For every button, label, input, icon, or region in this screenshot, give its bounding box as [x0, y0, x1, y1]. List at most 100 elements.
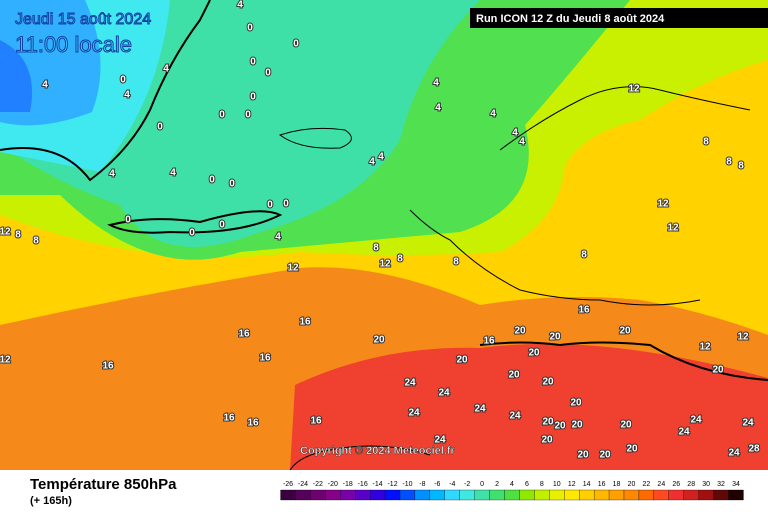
contour-label: 20	[549, 332, 561, 343]
coastlines	[0, 0, 768, 471]
copyright: Copyright © 2024 Meteociel.fr	[300, 445, 456, 457]
contour-label: 16	[310, 416, 322, 427]
contour-label: 4	[519, 137, 525, 148]
contour-label: 8	[397, 254, 403, 265]
colorbar-cell	[579, 489, 595, 501]
contour-label: 4	[490, 109, 496, 120]
forecast-time: 11:00 locale	[15, 32, 132, 57]
contour-label: 0	[250, 57, 256, 68]
contour-label: 0	[219, 110, 225, 121]
contour-label: 0	[293, 39, 299, 50]
colorbar-cell	[399, 489, 416, 501]
contour-label: 16	[102, 361, 114, 372]
contour-label: 8	[33, 236, 39, 247]
contour-label: 20	[599, 450, 611, 461]
contour-label: 4	[163, 64, 169, 75]
colorbar-label: 10	[553, 481, 561, 488]
contour-label: 0	[250, 92, 256, 103]
contour-label: 16	[299, 317, 311, 328]
colorbar-cell	[340, 489, 356, 501]
contour-label: 0	[245, 110, 251, 121]
contour-label: 0	[209, 175, 215, 186]
contour-label: 12	[737, 332, 749, 343]
blue-zone	[0, 40, 32, 112]
colorbar-cell	[519, 489, 535, 501]
colorbar-label: 4	[510, 481, 514, 488]
contour-label: 8	[453, 257, 459, 268]
contour-label: 24	[438, 388, 450, 399]
colorbar-cell	[728, 489, 744, 501]
contour-label: 24	[434, 435, 446, 446]
colorbar-cell	[534, 489, 550, 501]
colorbar-label: -26	[283, 481, 293, 488]
contour-label: 24	[474, 404, 486, 415]
colorbar-cell	[429, 489, 445, 501]
colorbar-label: -4	[449, 481, 455, 488]
contour-label: 20	[456, 355, 468, 366]
contour-label: 16	[247, 418, 259, 429]
colorbar-cell	[608, 489, 625, 501]
contour-label: 20	[508, 370, 520, 381]
contour-label: 0	[219, 220, 225, 231]
colorbar-cell	[593, 489, 610, 501]
colorbar-label: 8	[540, 481, 544, 488]
contour-label: 16	[483, 336, 495, 347]
colorbar-label: 2	[495, 481, 499, 488]
colorbar-label: -6	[434, 481, 440, 488]
colorbar-cell	[310, 489, 326, 501]
contour-label: 24	[742, 418, 754, 429]
contour-label: 24	[404, 378, 416, 389]
colorbar-label: 30	[702, 481, 710, 488]
colorbar-label: 14	[583, 481, 591, 488]
contour-label: 16	[259, 353, 271, 364]
colorbar-cell	[489, 489, 505, 501]
contour-label: 4	[433, 78, 439, 89]
contour-label: 24	[678, 427, 690, 438]
colorbar-label: -14	[373, 481, 383, 488]
colorbar-label: 22	[643, 481, 651, 488]
contour-label: 8	[703, 137, 709, 148]
contour-label: 0	[157, 122, 163, 133]
contour-label: 8	[15, 230, 21, 241]
contour-label: 4	[435, 103, 441, 114]
forecast-date: Jeudi 15 août 2024	[15, 11, 151, 28]
colorbar-label: 34	[732, 481, 740, 488]
colorbar-label: 20	[628, 481, 636, 488]
contour-label: 0	[283, 199, 289, 210]
colorbar-label: -8	[419, 481, 425, 488]
colorbar-cell	[623, 489, 640, 501]
contour-label: 12	[0, 227, 11, 238]
contour-label: 4	[124, 90, 130, 101]
contour-label: 4	[42, 80, 48, 91]
contour-label: 20	[542, 377, 554, 388]
colorbar-cell	[414, 489, 431, 501]
contour-label: 0	[229, 179, 235, 190]
contour-label: 24	[509, 411, 521, 422]
contour-label: 0	[189, 228, 195, 239]
colorbar-cell	[384, 489, 401, 501]
contour-label: 0	[120, 75, 126, 86]
contour-label: 4	[170, 168, 176, 179]
contour-label: 12	[0, 355, 11, 366]
colorbar-cell	[295, 489, 311, 501]
warm-zone	[290, 343, 768, 470]
contour-label: 4	[109, 169, 115, 180]
contour-label: 20	[541, 435, 553, 446]
colorbar-cell	[683, 489, 699, 501]
colorbar-label: -16	[358, 481, 368, 488]
contour-label: 20	[571, 420, 583, 431]
contour-label: 12	[667, 223, 679, 234]
colorbar-label: 28	[687, 481, 695, 488]
contour-label: 0	[247, 23, 253, 34]
contour-label: 8	[581, 250, 587, 261]
footer-title: Température 850hPa	[30, 476, 177, 493]
colorbar-cell	[713, 489, 729, 501]
contour-label: 12	[657, 199, 669, 210]
contour-label: 20	[554, 421, 566, 432]
contour-label: 4	[512, 128, 518, 139]
contour-label: 20	[542, 417, 554, 428]
colorbar-cell	[549, 489, 565, 501]
contour-label: 16	[223, 413, 235, 424]
